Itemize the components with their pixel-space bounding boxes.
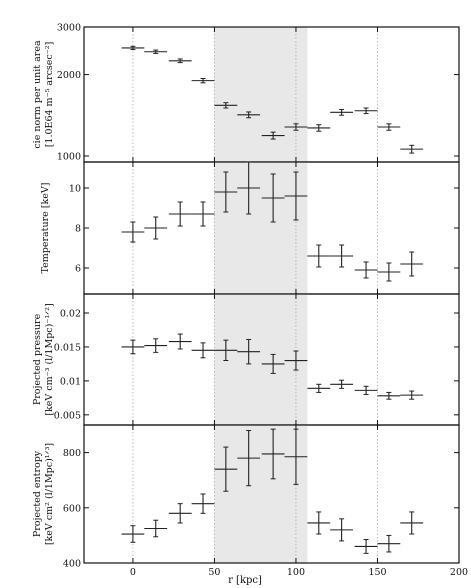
shaded-band-0 [214, 27, 308, 162]
ytick-label-p0-0: 1000 [57, 151, 81, 162]
ytick-label-p0-2: 3000 [57, 23, 81, 34]
shaded-band-3 [214, 425, 308, 563]
xtick-label-2: 100 [287, 567, 305, 578]
ylabel-p1-line0: Temperature [keV] [40, 183, 51, 274]
ytick-label-p1-1: 8 [75, 224, 81, 235]
xtick-label-3: 150 [368, 567, 386, 578]
ytick-label-p2-3: 0.02 [60, 309, 81, 320]
axes-frame-3 [83, 424, 460, 564]
ytick-label-p1-0: 6 [75, 264, 81, 275]
ytick-label-p0-1: 2000 [57, 70, 81, 81]
ytick-label-p1-2: 10 [69, 184, 81, 195]
xtick-label-0: 0 [130, 567, 136, 578]
shaded-band-2 [214, 294, 308, 425]
ytick-label-p3-2: 800 [63, 448, 81, 459]
ytick-label-p3-1: 600 [63, 503, 81, 514]
ylabel-p0-line1: [1.0E64 m⁻⁵ arcsec⁻²] [44, 42, 55, 148]
ylabel-p0-line0: cie norm per unit area [32, 40, 43, 149]
xtick-label-4: 200 [450, 567, 468, 578]
shaded-band-1 [214, 162, 308, 294]
ytick-label-p2-0: 0.005 [54, 410, 81, 421]
ylabel-p2-line0: Projected pressure [32, 313, 43, 405]
ytick-label-p3-0: 400 [63, 559, 81, 570]
ytick-label-p2-1: 0.01 [60, 376, 81, 387]
x-axis-label: r [kpc] [228, 575, 262, 586]
ylabel-p2-line1: [keV cm⁻³ (l/1Mpc)⁻¹ᐟ²] [44, 303, 55, 415]
ylabel-p3-line0: Projected entropy [32, 450, 43, 537]
ytick-label-p2-2: 0.015 [54, 342, 81, 353]
xtick-label-1: 50 [208, 567, 220, 578]
ylabel-p3-line1: [keV cm² (l/1Mpc)¹ᐟ³] [44, 443, 55, 545]
